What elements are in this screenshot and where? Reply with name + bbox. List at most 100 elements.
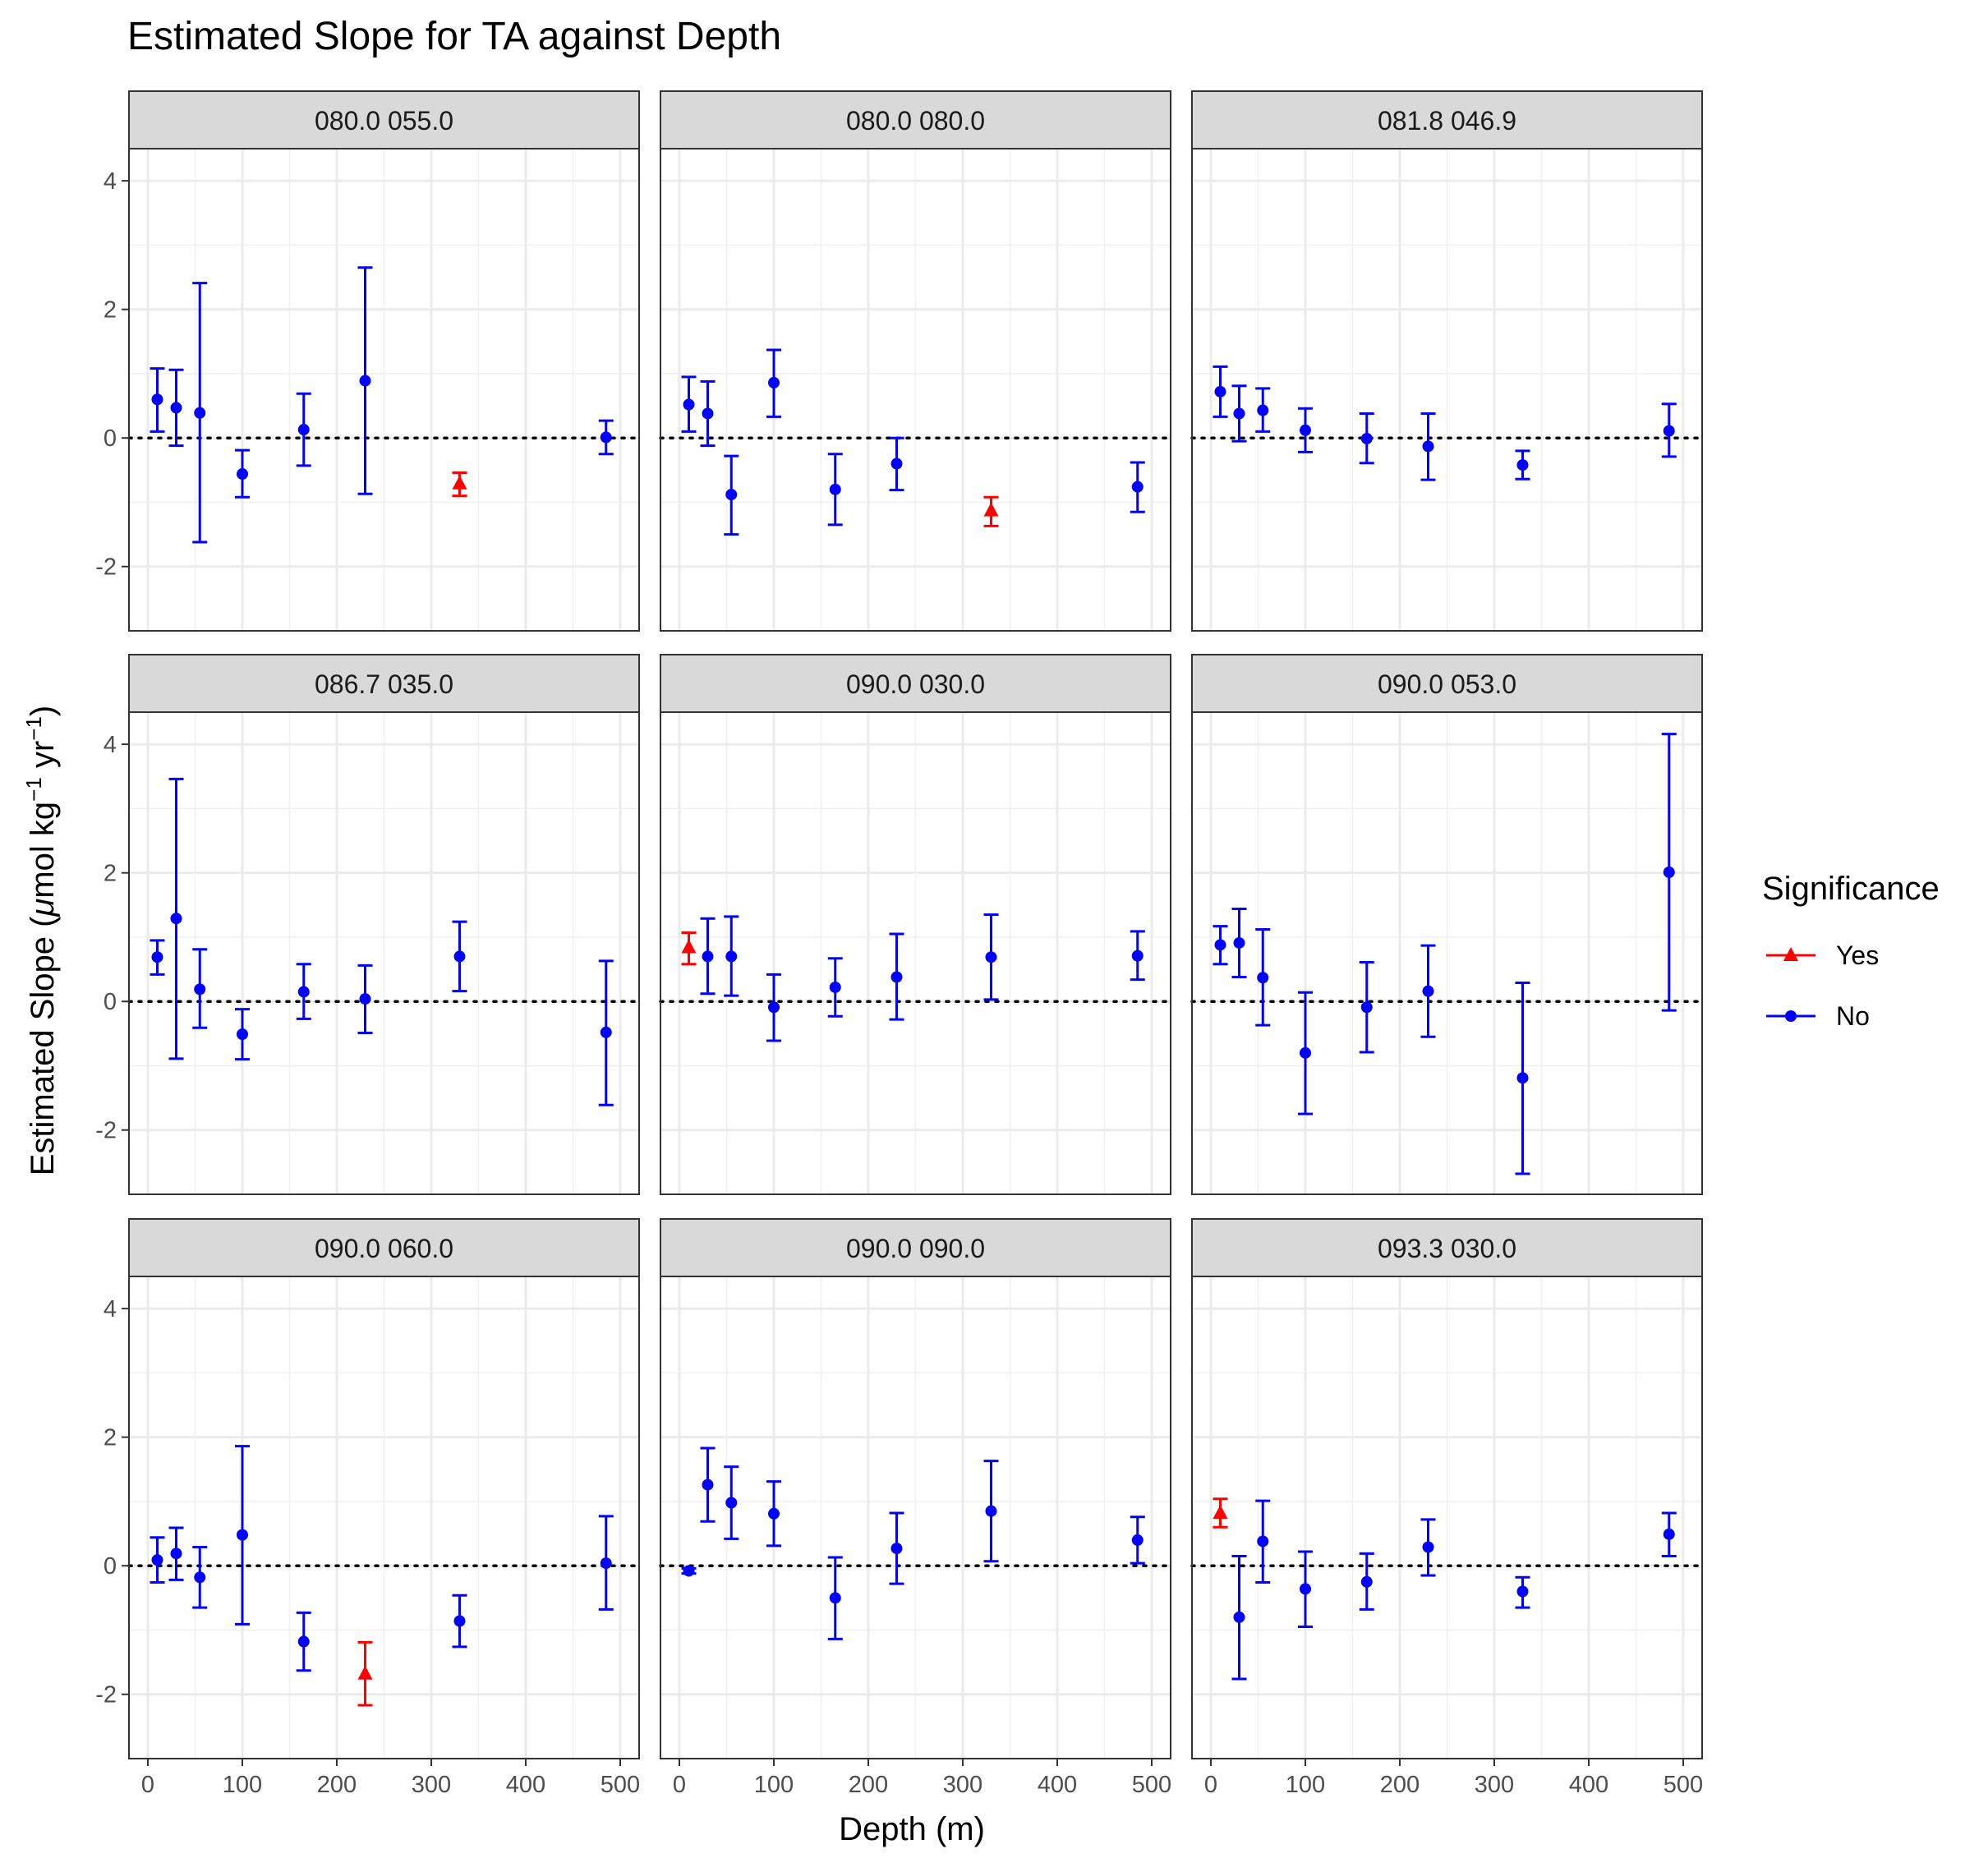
data-point-circle [151, 1554, 163, 1566]
facet-strip [128, 90, 640, 149]
y-tick-label: -2 [95, 1682, 117, 1709]
data-point-circle [359, 993, 371, 1005]
data-point-circle [768, 1507, 780, 1520]
x-tick-label: 400 [1569, 1772, 1608, 1798]
data-point-triangle [983, 502, 999, 517]
data-point-circle [151, 951, 163, 963]
facet-panel: 090.0 090.0 [659, 1218, 1172, 1759]
data-point-circle [237, 1529, 248, 1541]
data-point-circle [1300, 1046, 1311, 1059]
data-point-circle [170, 1548, 182, 1560]
facet-panel: 080.0 055.0 [127, 90, 641, 632]
y-tick-label: 4 [104, 168, 117, 195]
data-point-circle [151, 393, 163, 406]
facet-strip-label: 093.3 030.0 [1378, 1234, 1516, 1263]
data-point-circle [1233, 1611, 1245, 1623]
data-point-circle [1257, 972, 1269, 984]
data-point-circle [1131, 1534, 1144, 1546]
gridlines [129, 149, 639, 632]
facet-strip [1191, 654, 1703, 713]
y-tick-label: 0 [104, 425, 117, 452]
data-point-circle [1131, 950, 1144, 962]
x-tick-label: 500 [1664, 1772, 1703, 1798]
gridlines [660, 1276, 1171, 1759]
data-point-circle [1300, 424, 1311, 436]
y-tick-label: 4 [104, 1296, 117, 1322]
data-point-triangle [452, 475, 467, 490]
data-point-circle [1516, 1585, 1529, 1598]
data-point-triangle [1213, 1505, 1228, 1520]
legend-key-circle [1785, 1010, 1797, 1022]
facet-panel: 090.0 053.0 [1190, 654, 1704, 1195]
y-tick-label: 4 [104, 732, 117, 758]
y-tick-label: -2 [95, 554, 117, 581]
gridlines [1192, 149, 1702, 632]
y-axes: -2 0 2 4 -2 0 2 4 -2 0 2 4 [95, 168, 129, 1709]
data-point-triangle [357, 1665, 373, 1680]
data-point-circle [1663, 1528, 1675, 1540]
data-point-circle [1516, 459, 1529, 471]
data-point-circle [1663, 425, 1675, 437]
legend-entry: No [1766, 1001, 1870, 1031]
x-tick-label: 400 [506, 1772, 545, 1798]
data-point-circle [1233, 407, 1245, 420]
data-point-circle [237, 468, 248, 481]
facet-panel: 086.7 035.0 [127, 654, 641, 1195]
data-point-circle [702, 1479, 714, 1491]
facet-strip [1191, 1218, 1703, 1277]
x-axis-label: Depth (m) [839, 1811, 985, 1847]
facet-strip [660, 90, 1171, 149]
facet-panel: 090.0 060.0 [127, 1218, 641, 1759]
facet-strip-label: 080.0 080.0 [846, 106, 985, 136]
x-tick-label: 500 [601, 1772, 640, 1798]
panel-border [1191, 711, 1703, 1195]
gridlines [660, 712, 1171, 1195]
legend-entry-label: No [1836, 1001, 1870, 1031]
panel-border [1191, 148, 1703, 632]
data-point-circle [453, 1615, 466, 1627]
legend-entry-label: Yes [1836, 940, 1879, 970]
data-point-circle [170, 913, 182, 925]
facet-panels: 080.0 055.0 080.0 080.0 081.8 046.9 086.7 0… [127, 90, 1704, 1759]
data-point-circle [725, 489, 738, 501]
y-tick-label: 2 [104, 1425, 117, 1451]
data-point-circle [1422, 1541, 1434, 1553]
facet-strip [128, 1218, 640, 1277]
data-point-circle [297, 424, 310, 436]
panel-border [128, 1276, 640, 1759]
facet-strip-label: 090.0 030.0 [846, 669, 985, 699]
y-tick-label: -2 [95, 1118, 117, 1144]
data-point-circle [725, 1497, 738, 1509]
facet-panel: 090.0 030.0 [659, 654, 1172, 1195]
x-tick-label: 200 [317, 1772, 357, 1798]
legend-entries: Yes No [1766, 940, 1879, 1031]
data-point-circle [1233, 936, 1245, 949]
y-tick-label: 2 [104, 297, 117, 324]
data-point-circle [1300, 1583, 1311, 1595]
panel-border [128, 148, 640, 632]
y-axis-label: Estimated Slope (μmol kg−1 yr−1) [21, 706, 61, 1176]
facet-strip-label: 090.0 090.0 [846, 1234, 985, 1263]
facet-strip-label: 086.7 035.0 [315, 669, 453, 699]
data-point-circle [359, 375, 371, 387]
x-tick-label: 0 [673, 1772, 686, 1798]
x-axes: 0 100 200 300 400 500 0 100 200 300 400 500 0 100 200 3… [141, 1759, 1703, 1798]
x-tick-label: 200 [849, 1772, 888, 1798]
data-point-circle [985, 951, 997, 963]
data-point-circle [194, 983, 206, 996]
data-point-circle [683, 1565, 695, 1577]
data-point-circle [194, 407, 206, 419]
data-point-circle [1257, 1535, 1269, 1548]
x-tick-label: 0 [1204, 1772, 1217, 1798]
data-point-circle [297, 986, 310, 998]
facet-panel: 093.3 030.0 [1190, 1218, 1704, 1759]
x-tick-label: 500 [1132, 1772, 1171, 1798]
data-point-circle [985, 1505, 997, 1517]
facet-strip-label: 090.0 053.0 [1378, 669, 1516, 699]
data-point-circle [890, 458, 903, 470]
data-point-triangle [681, 939, 697, 954]
data-point-circle [453, 950, 466, 963]
legend-title: Significance [1762, 871, 1940, 907]
x-tick-label: 300 [943, 1772, 982, 1798]
